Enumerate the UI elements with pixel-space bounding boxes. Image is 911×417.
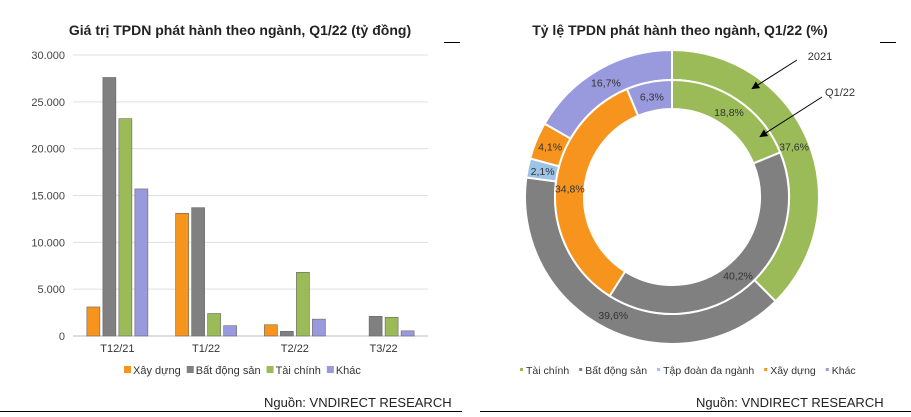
bar-Xây dựng [175, 212, 189, 337]
bar-Bất động sản [191, 207, 205, 337]
bar-Xây dựng [86, 306, 101, 337]
y-tick-label: 30.000 [31, 50, 65, 62]
bar-Khác [134, 188, 149, 337]
legend-label: Xây dựng [133, 365, 181, 377]
source-right: Nguồn: VNDIRECT RESEARCH [696, 395, 884, 410]
y-tick-label: 5.000 [37, 284, 65, 296]
data-label: 37,6% [779, 142, 809, 154]
legend-label: Bất động sản [196, 365, 261, 377]
legend-label: Tập đoàn đa ngành [663, 365, 754, 377]
legend-swatch [326, 366, 334, 373]
legend-label: Xây dựng [770, 365, 816, 377]
arrow-2021 [751, 59, 798, 90]
divider [444, 42, 460, 43]
bar-Bất động sản [102, 77, 117, 337]
legend-swatch [520, 368, 523, 371]
legend-swatch [764, 368, 768, 371]
y-tick-label: 0 [59, 331, 65, 343]
x-tick-label: T2/22 [281, 343, 309, 355]
bar-Tài chính [384, 316, 399, 337]
ring-label-inner: Q1/22 [825, 87, 855, 99]
data-label: 39,6% [598, 310, 628, 322]
source-left: Nguồn: VNDIRECT RESEARCH [264, 395, 452, 410]
data-label: 4,1% [538, 141, 562, 153]
x-tick-label: T12/21 [100, 343, 134, 355]
ring-label-outer: 2021 [808, 51, 832, 63]
bar-chart-title: Giá trị TPDN phát hành theo ngành, Q1/22… [68, 22, 412, 38]
legend-swatch [825, 368, 829, 371]
legend-swatch [657, 368, 661, 371]
bar-Khác [312, 318, 326, 337]
divider [480, 411, 911, 412]
legend-label: Tài chính [276, 365, 321, 377]
bar-Bất động sản [368, 316, 383, 337]
legend-swatch [266, 366, 274, 373]
bar-Khác [223, 325, 237, 337]
legend-label: Bất động sản [585, 365, 647, 377]
bar-Xây dựng [264, 324, 278, 337]
y-tick-label: 25.000 [31, 97, 65, 109]
x-tick-label: T3/22 [370, 343, 398, 355]
legend-swatch [124, 366, 131, 373]
y-tick-label: 10.000 [31, 237, 65, 249]
divider [880, 42, 896, 43]
bar-Tài chính [296, 272, 310, 337]
arrow-q1-22 [759, 96, 823, 138]
data-label: 16,7% [591, 78, 621, 90]
legend-swatch [579, 368, 583, 371]
data-label: 40,2% [723, 270, 753, 282]
data-label: 34,8% [555, 183, 585, 195]
bar-Khác [400, 330, 415, 337]
donut-chart-title: Tỷ lệ TPDN phát hành theo ngành, Q1/22 (… [532, 22, 828, 38]
bar-Bất động sản [280, 331, 294, 337]
divider [0, 411, 462, 412]
legend-label: Khác [832, 365, 856, 377]
data-label: 6,3% [640, 91, 664, 103]
slice-Q1/22-Khác [625, 78, 673, 118]
y-tick-label: 15.000 [31, 191, 65, 203]
bar-Tài chính [118, 118, 133, 337]
x-tick-label: T1/22 [192, 343, 220, 355]
data-label: 2,1% [531, 166, 555, 178]
bar-Tài chính [207, 313, 221, 337]
legend-swatch [186, 366, 194, 373]
data-label: 18,8% [714, 107, 744, 119]
legend-label: Tài chính [526, 365, 569, 377]
y-tick-label: 20.000 [31, 144, 65, 156]
legend-label: Khác [336, 365, 362, 377]
